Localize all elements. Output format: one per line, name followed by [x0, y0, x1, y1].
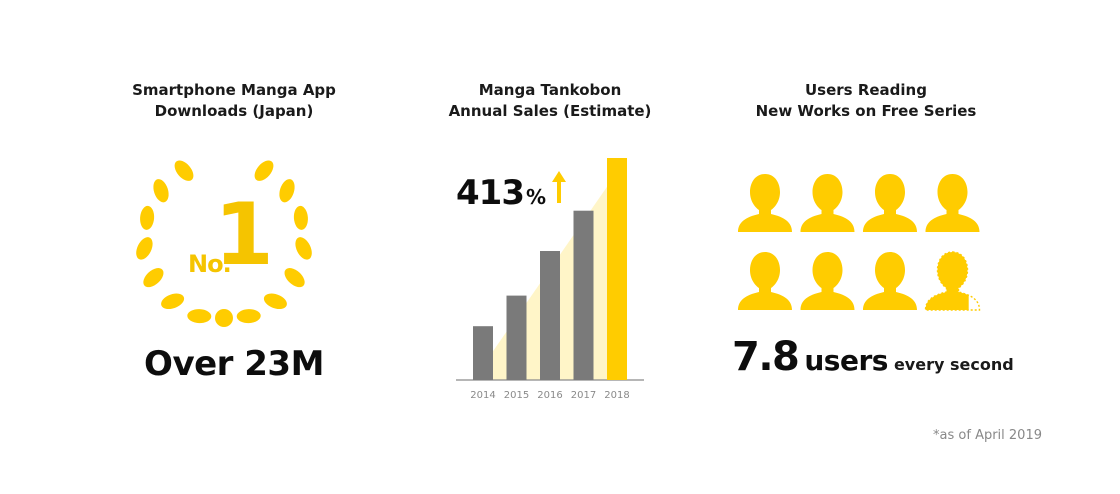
partial-person-icon: [925, 252, 969, 310]
laurel-wreath-icon: [136, 160, 312, 327]
laurel-leaf: [236, 309, 261, 324]
bar-2016: [540, 251, 560, 380]
users-title: Users Reading New Works on Free Series: [716, 80, 1016, 122]
downloads-title: Smartphone Manga App Downloads (Japan): [84, 80, 384, 122]
laurel-leaf: [161, 293, 185, 310]
sales-title: Manga Tankobon Annual Sales (Estimate): [400, 80, 700, 122]
title-line: New Works on Free Series: [755, 102, 977, 120]
person-icon: [738, 252, 792, 310]
growth-callout: 413 %: [456, 170, 567, 213]
sales-bar-chart: 2014 2015 2016 2017 2018: [456, 158, 644, 401]
x-tick-label: 2014: [470, 390, 495, 401]
x-tick-label: 2018: [604, 390, 629, 401]
rank-prefix: No.: [188, 250, 232, 278]
title-line: Manga Tankobon: [478, 81, 622, 99]
laurel-leaf: [254, 160, 274, 181]
up-arrow-icon: [552, 171, 567, 203]
rate-suffix: every second: [893, 355, 1014, 374]
growth-unit: %: [525, 185, 547, 209]
users-person-grid: [738, 174, 981, 311]
bar-2017: [573, 210, 594, 380]
title-line: Downloads (Japan): [154, 102, 314, 120]
rank-number: 1: [214, 185, 274, 285]
users-rate: 7.8 users every second: [732, 334, 1014, 380]
wreath-knot: [215, 309, 233, 327]
title-line: Annual Sales (Estimate): [448, 102, 652, 120]
laurel-leaf: [263, 293, 287, 310]
person-icon: [863, 174, 917, 232]
laurel-leaf: [187, 309, 212, 324]
x-tick-label: 2017: [571, 390, 596, 401]
bar-2015: [506, 295, 527, 380]
downloads-headline: Over 23M: [144, 344, 324, 384]
laurel-leaf: [140, 205, 155, 230]
bar-2014: [473, 326, 493, 380]
person-icon: [738, 174, 792, 232]
person-icon: [863, 252, 917, 310]
rate-unit: users: [804, 344, 888, 377]
rate-number: 7.8: [732, 334, 800, 380]
laurel-leaf: [136, 237, 153, 260]
title-line: Smartphone Manga App: [132, 81, 336, 99]
x-tick-label: 2016: [537, 390, 562, 401]
laurel-leaf: [153, 179, 169, 203]
person-icon: [800, 174, 855, 232]
person-icon: [800, 252, 855, 310]
laurel-leaf: [293, 205, 308, 230]
person-icon: [925, 174, 980, 232]
laurel-leaf: [295, 237, 312, 260]
laurel-leaf: [174, 160, 194, 181]
laurel-leaf: [284, 268, 305, 288]
laurel-leaf: [143, 268, 164, 288]
title-line: Users Reading: [805, 81, 927, 99]
growth-number: 413: [456, 173, 525, 213]
bar-2018: [607, 158, 627, 380]
laurel-leaf: [279, 179, 295, 203]
x-tick-label: 2015: [504, 390, 529, 401]
footnote: *as of April 2019: [933, 428, 1042, 443]
